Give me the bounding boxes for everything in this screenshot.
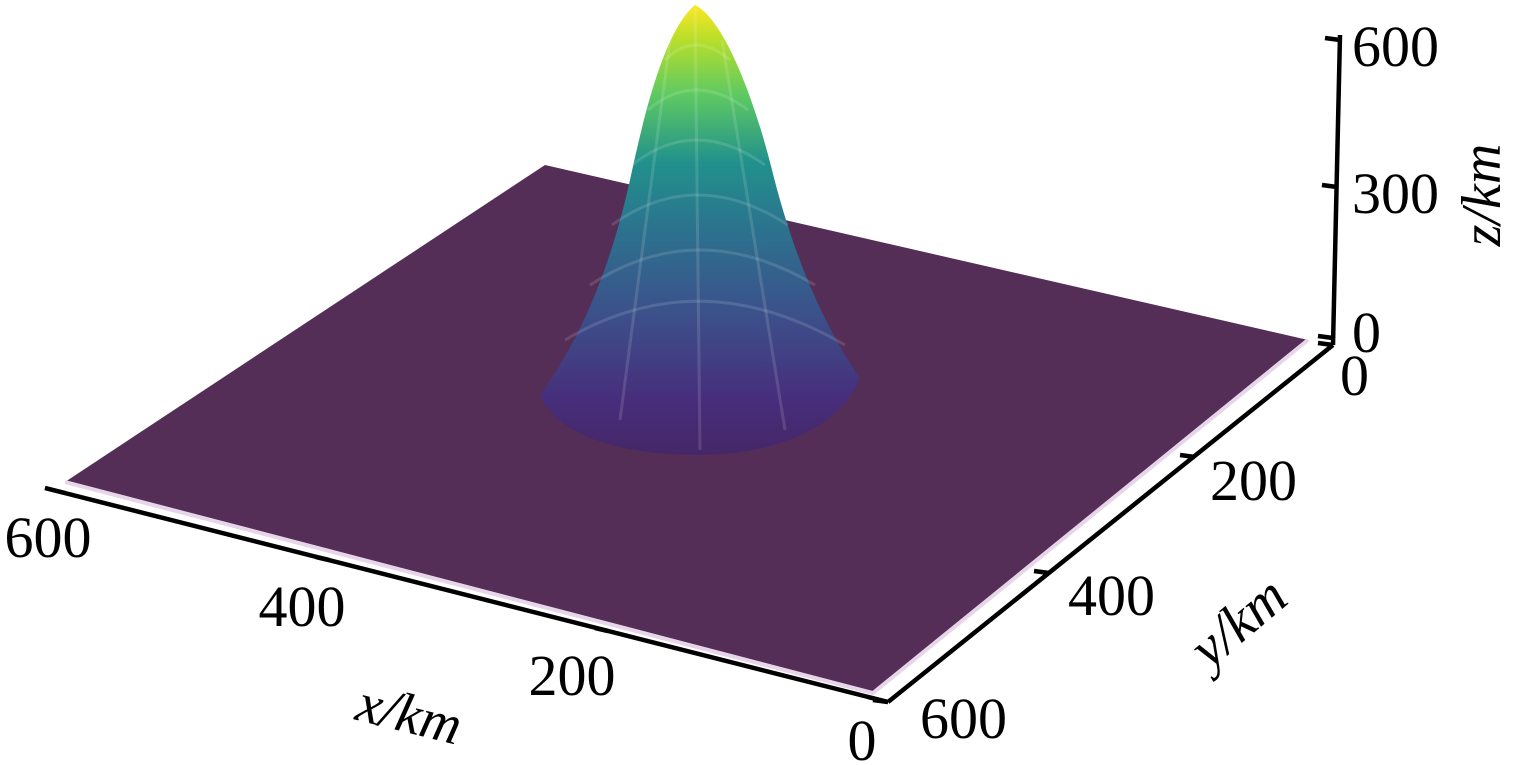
z-axis-label: z/km — [1451, 144, 1513, 248]
y-axis-line — [886, 343, 1335, 704]
y-tick-label: 0 — [1340, 343, 1369, 408]
x-tick-label: 400 — [259, 574, 346, 639]
peak-mesh-arc — [589, 248, 816, 287]
z-tick-labels: 0 300 600 — [1352, 14, 1439, 365]
z-tick-label: 300 — [1352, 161, 1439, 226]
x-tick-label: 600 — [5, 505, 92, 570]
x-axis-line — [44, 485, 889, 705]
z-tick-mark — [1317, 333, 1334, 341]
x-axis-label: x/km — [350, 671, 469, 757]
z-tick-mark — [1324, 35, 1341, 43]
plane-rim-left — [64, 338, 1310, 696]
peak-mesh-arc — [663, 43, 731, 62]
peak-mesh-arc — [647, 88, 749, 112]
z-tick-mark — [1321, 182, 1338, 190]
y-tick-label: 200 — [1210, 448, 1297, 513]
gaussian-peak — [540, 5, 860, 455]
peak-mesh-arc — [564, 299, 846, 347]
peak-mesh-line — [720, 39, 787, 431]
z-tick-label: 600 — [1352, 14, 1439, 79]
peak-mesh-arc — [611, 193, 789, 227]
peak-mesh-arc — [631, 138, 766, 167]
y-tick-label: 400 — [1068, 563, 1155, 628]
peak-mesh-line — [618, 39, 672, 421]
x-tick-mark — [594, 625, 609, 634]
y-tick-mark — [1317, 340, 1334, 348]
y-tick-mark — [872, 697, 889, 705]
axes — [44, 34, 1343, 705]
x-tick-label: 0 — [848, 708, 877, 765]
y-tick-label: 600 — [920, 686, 1007, 751]
peak-mesh-line — [693, 7, 702, 451]
y-tick-mark — [1179, 452, 1196, 460]
x-tick-mark — [44, 485, 66, 496]
x-tick-labels: 0 200 400 600 — [5, 505, 877, 765]
y-tick-labels: 0 200 400 600 — [920, 343, 1369, 751]
z-tick-label: 0 — [1352, 300, 1381, 365]
y-tick-mark — [1033, 568, 1050, 576]
peak-mesh — [564, 7, 846, 451]
x-tick-label: 200 — [529, 643, 616, 708]
x-tick-mark — [315, 554, 330, 563]
z-axis-line — [1330, 34, 1343, 346]
y-axis-label: y/km — [1174, 564, 1299, 683]
